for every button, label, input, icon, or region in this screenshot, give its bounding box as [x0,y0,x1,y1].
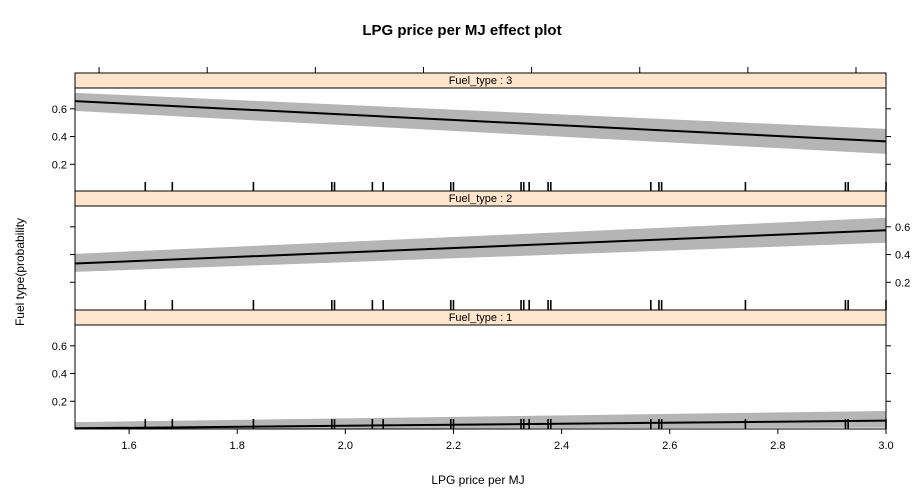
fit-line [74,419,887,430]
panel-1: Fuel_type : 3 0.2 0.4 0.6 [52,72,891,193]
y-tick-label: 0.2 [52,159,67,171]
confidence-band [75,217,886,272]
x-tick-label: 3.0 [878,440,893,452]
fit-line [74,229,887,265]
x-axis: 1.6 1.8 2.0 2.2 2.4 2.6 2.8 3.0 [121,429,894,452]
y-tick-label: 0.2 [895,277,910,289]
x-tick-label: 1.8 [230,440,245,452]
x-tick-label: 1.6 [121,440,136,452]
panels-group: Fuel_type : 3 0.2 0.4 0.6 Fuel_type : 2 0.2 0.… [52,67,910,452]
x-tick-label: 2.2 [446,440,461,452]
panel-strip-label: Fuel_type : 3 [449,75,513,87]
fit-line [74,100,887,143]
y-tick-label: 0.4 [52,132,67,144]
y-tick-label: 0.6 [895,222,910,234]
x-tick-label: 2.8 [770,440,785,452]
confidence-band [75,92,886,154]
y-axis-label: Fuel type(probability [13,218,27,326]
y-tick-label: 0.4 [52,369,67,381]
y-tick-label: 0.2 [52,396,67,408]
panel-frame [74,324,887,430]
y-tick-label: 0.6 [52,104,67,116]
panel-3: Fuel_type : 1 0.2 0.4 0.6 [52,309,891,430]
y-tick-label: 0.4 [895,250,910,262]
chart-title: LPG price per MJ effect plot [362,22,561,39]
x-axis-label: LPG price per MJ [431,473,524,487]
confidence-band [75,410,886,429]
x-tick-label: 2.6 [662,440,677,452]
panel-strip-label: Fuel_type : 1 [449,312,513,324]
top-axis [98,67,857,73]
y-tick-label: 0.6 [52,341,67,353]
x-tick-label: 2.4 [554,440,569,452]
panel-strip-label: Fuel_type : 2 [449,193,513,205]
panel-2: Fuel_type : 2 0.2 0.4 0.6 [70,190,910,311]
x-tick-label: 2.0 [338,440,353,452]
